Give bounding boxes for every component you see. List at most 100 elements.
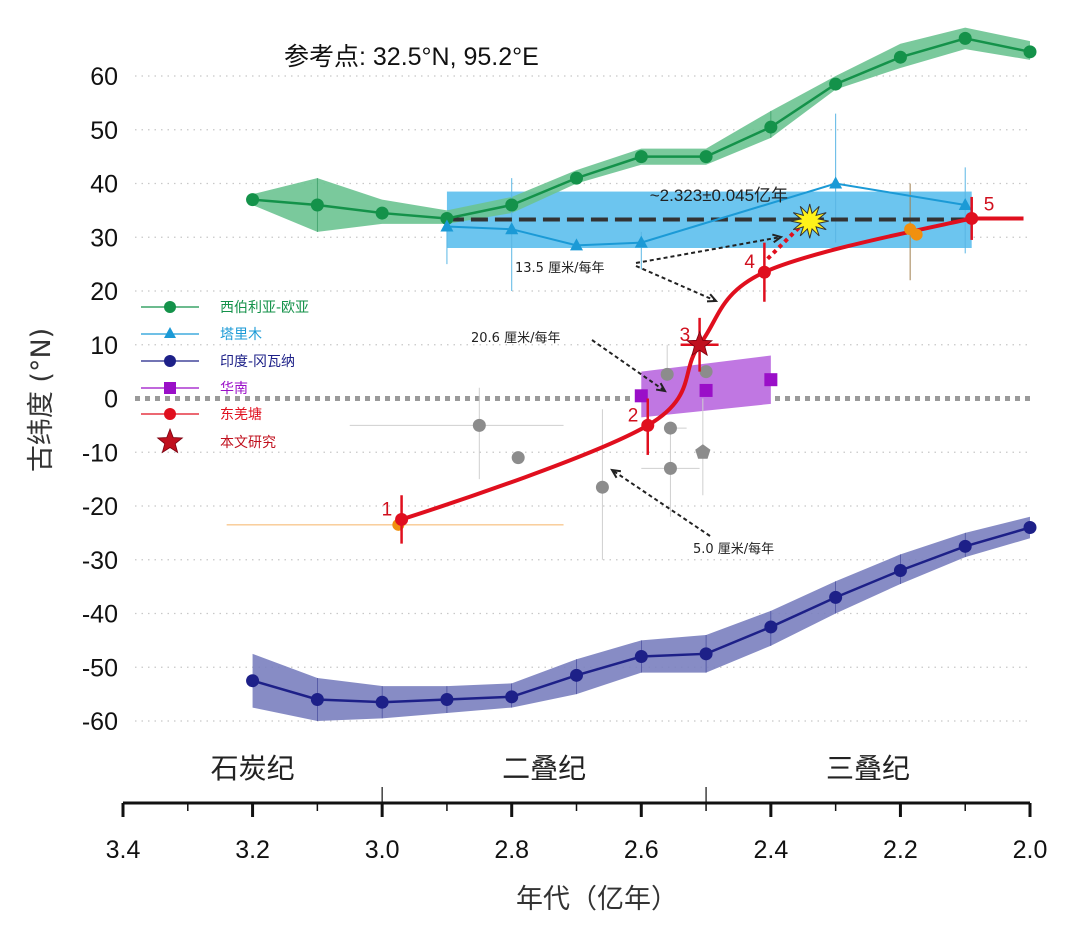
- dongqiangtang-point: [641, 418, 655, 432]
- period-label: 二叠纪: [502, 752, 586, 785]
- india-point: [570, 668, 583, 682]
- south-china-point: [764, 373, 778, 387]
- south-china-point: [634, 389, 648, 403]
- india-point: [893, 564, 907, 577]
- india-point: [440, 693, 454, 706]
- y-tick-label: -10: [82, 439, 118, 467]
- series-markers: 1 2 3 4 5: [246, 31, 1037, 709]
- collision-age-label: ~2.323±0.045亿年: [650, 186, 788, 205]
- india-point: [505, 690, 519, 704]
- india-point: [1023, 521, 1037, 534]
- legend-label: 东羌塘: [220, 407, 262, 423]
- grey-point: [511, 451, 525, 465]
- rate-arrow-head: [772, 233, 784, 244]
- point-label: 1: [382, 499, 393, 520]
- rate-arrow-head: [706, 293, 719, 303]
- y-tick-label: 40: [90, 171, 118, 199]
- y-tick-label: 30: [90, 224, 118, 252]
- tarim-point: [570, 238, 583, 251]
- x-tick-label: 2.2: [883, 836, 918, 864]
- india-point: [699, 647, 713, 661]
- y-tick-label: 60: [90, 63, 118, 91]
- legend-label: 华南: [220, 381, 248, 397]
- india-band: [252, 516, 1031, 721]
- tarim-point: [505, 222, 519, 235]
- point-label: 2: [628, 405, 639, 426]
- rate-arrow-head: [610, 468, 622, 479]
- y-tick-label: 50: [90, 117, 118, 145]
- dongqiangtang-point: [965, 211, 979, 225]
- siberia-point: [699, 150, 713, 164]
- rate-arrow: [611, 469, 711, 537]
- x-tick-label: 2.6: [624, 836, 659, 864]
- error-bars: [226, 113, 966, 560]
- india-point: [634, 650, 648, 663]
- dongqiangtang-point: [757, 265, 771, 279]
- x-tick-label: 2.4: [753, 836, 788, 864]
- period-label: 石炭纪: [211, 752, 295, 785]
- legend-marker-square: [164, 382, 176, 394]
- tarim-point: [634, 235, 648, 248]
- x-axis-title: 年代（亿年）: [516, 884, 678, 915]
- legend-marker-circle: [164, 301, 176, 313]
- siberia-point: [310, 198, 324, 212]
- siberia-point: [958, 31, 972, 45]
- x-tick-label: 2.0: [1013, 836, 1048, 864]
- chart-title: 参考点: 32.5°N, 95.2°E: [284, 43, 539, 71]
- india-point: [958, 539, 972, 553]
- rate-arrow: [635, 236, 782, 264]
- uncertainty-bands: [252, 27, 1031, 721]
- siberia-point: [246, 193, 260, 207]
- annotations: ~2.323±0.045亿年 13.5 厘米/每年 20.6 厘米/每年 5.0 厘米…: [471, 186, 829, 557]
- x-tick-label: 3.4: [106, 836, 141, 864]
- siberia-point: [440, 211, 454, 225]
- grey-point: [663, 421, 677, 435]
- rate-arrow: [591, 339, 666, 392]
- legend-marker-star: [156, 427, 184, 454]
- period-label: 三叠纪: [826, 752, 910, 785]
- grey-point: [595, 480, 609, 494]
- point-label: 4: [744, 252, 755, 273]
- x-axis: 3.4 3.2 3.0 2.8 2.6 2.4 2.2 2.0: [106, 787, 1048, 864]
- grey-point: [663, 461, 677, 475]
- rate-arrow-head: [655, 382, 667, 393]
- y-tick-label: 10: [90, 332, 118, 360]
- y-tick-label: -20: [82, 493, 118, 521]
- legend-marker-triangle: [164, 327, 176, 338]
- siberia-point: [893, 50, 907, 64]
- tarim-point: [958, 198, 972, 210]
- tarim-line: [446, 182, 966, 247]
- x-tick-label: 3.2: [235, 836, 270, 864]
- india-point: [375, 695, 389, 709]
- india-point: [764, 620, 778, 634]
- siberia-point: [505, 198, 519, 212]
- point-label: 5: [984, 194, 995, 215]
- series-lines: [252, 37, 1031, 704]
- dongqiangtang-point: [395, 512, 409, 526]
- south-china-point: [699, 383, 713, 397]
- orange-point: [910, 228, 923, 241]
- grey-point: [699, 365, 713, 379]
- y-tick-label: -50: [82, 654, 118, 682]
- grey-point: [660, 367, 674, 381]
- tarim-point: [440, 219, 454, 232]
- grey-pentagon: [695, 444, 711, 459]
- collision-burst-icon: [790, 203, 829, 239]
- y-tick-label: -30: [82, 547, 118, 575]
- siberia-point: [375, 206, 389, 220]
- grey-point: [472, 418, 486, 432]
- rate-arrow: [635, 265, 717, 302]
- y-tick-label: 20: [90, 278, 118, 306]
- legend-label: 西伯利亚-欧亚: [220, 300, 309, 316]
- india-point: [246, 674, 260, 688]
- siberia-point: [570, 171, 583, 185]
- this-study-star: [686, 330, 714, 357]
- legend-label: 印度-冈瓦纳: [220, 354, 295, 370]
- legend-label: 本文研究: [220, 435, 276, 451]
- rate-annotation: 20.6 厘米/每年: [471, 330, 560, 346]
- y-tick-label: -60: [82, 708, 118, 736]
- rate-annotation: 13.5 厘米/每年: [515, 260, 604, 276]
- y-axis-ticks: 60 50 40 30 20 10 0 -10 -20 -30 -40 -50 -60: [82, 63, 118, 736]
- siberia-point: [764, 120, 778, 134]
